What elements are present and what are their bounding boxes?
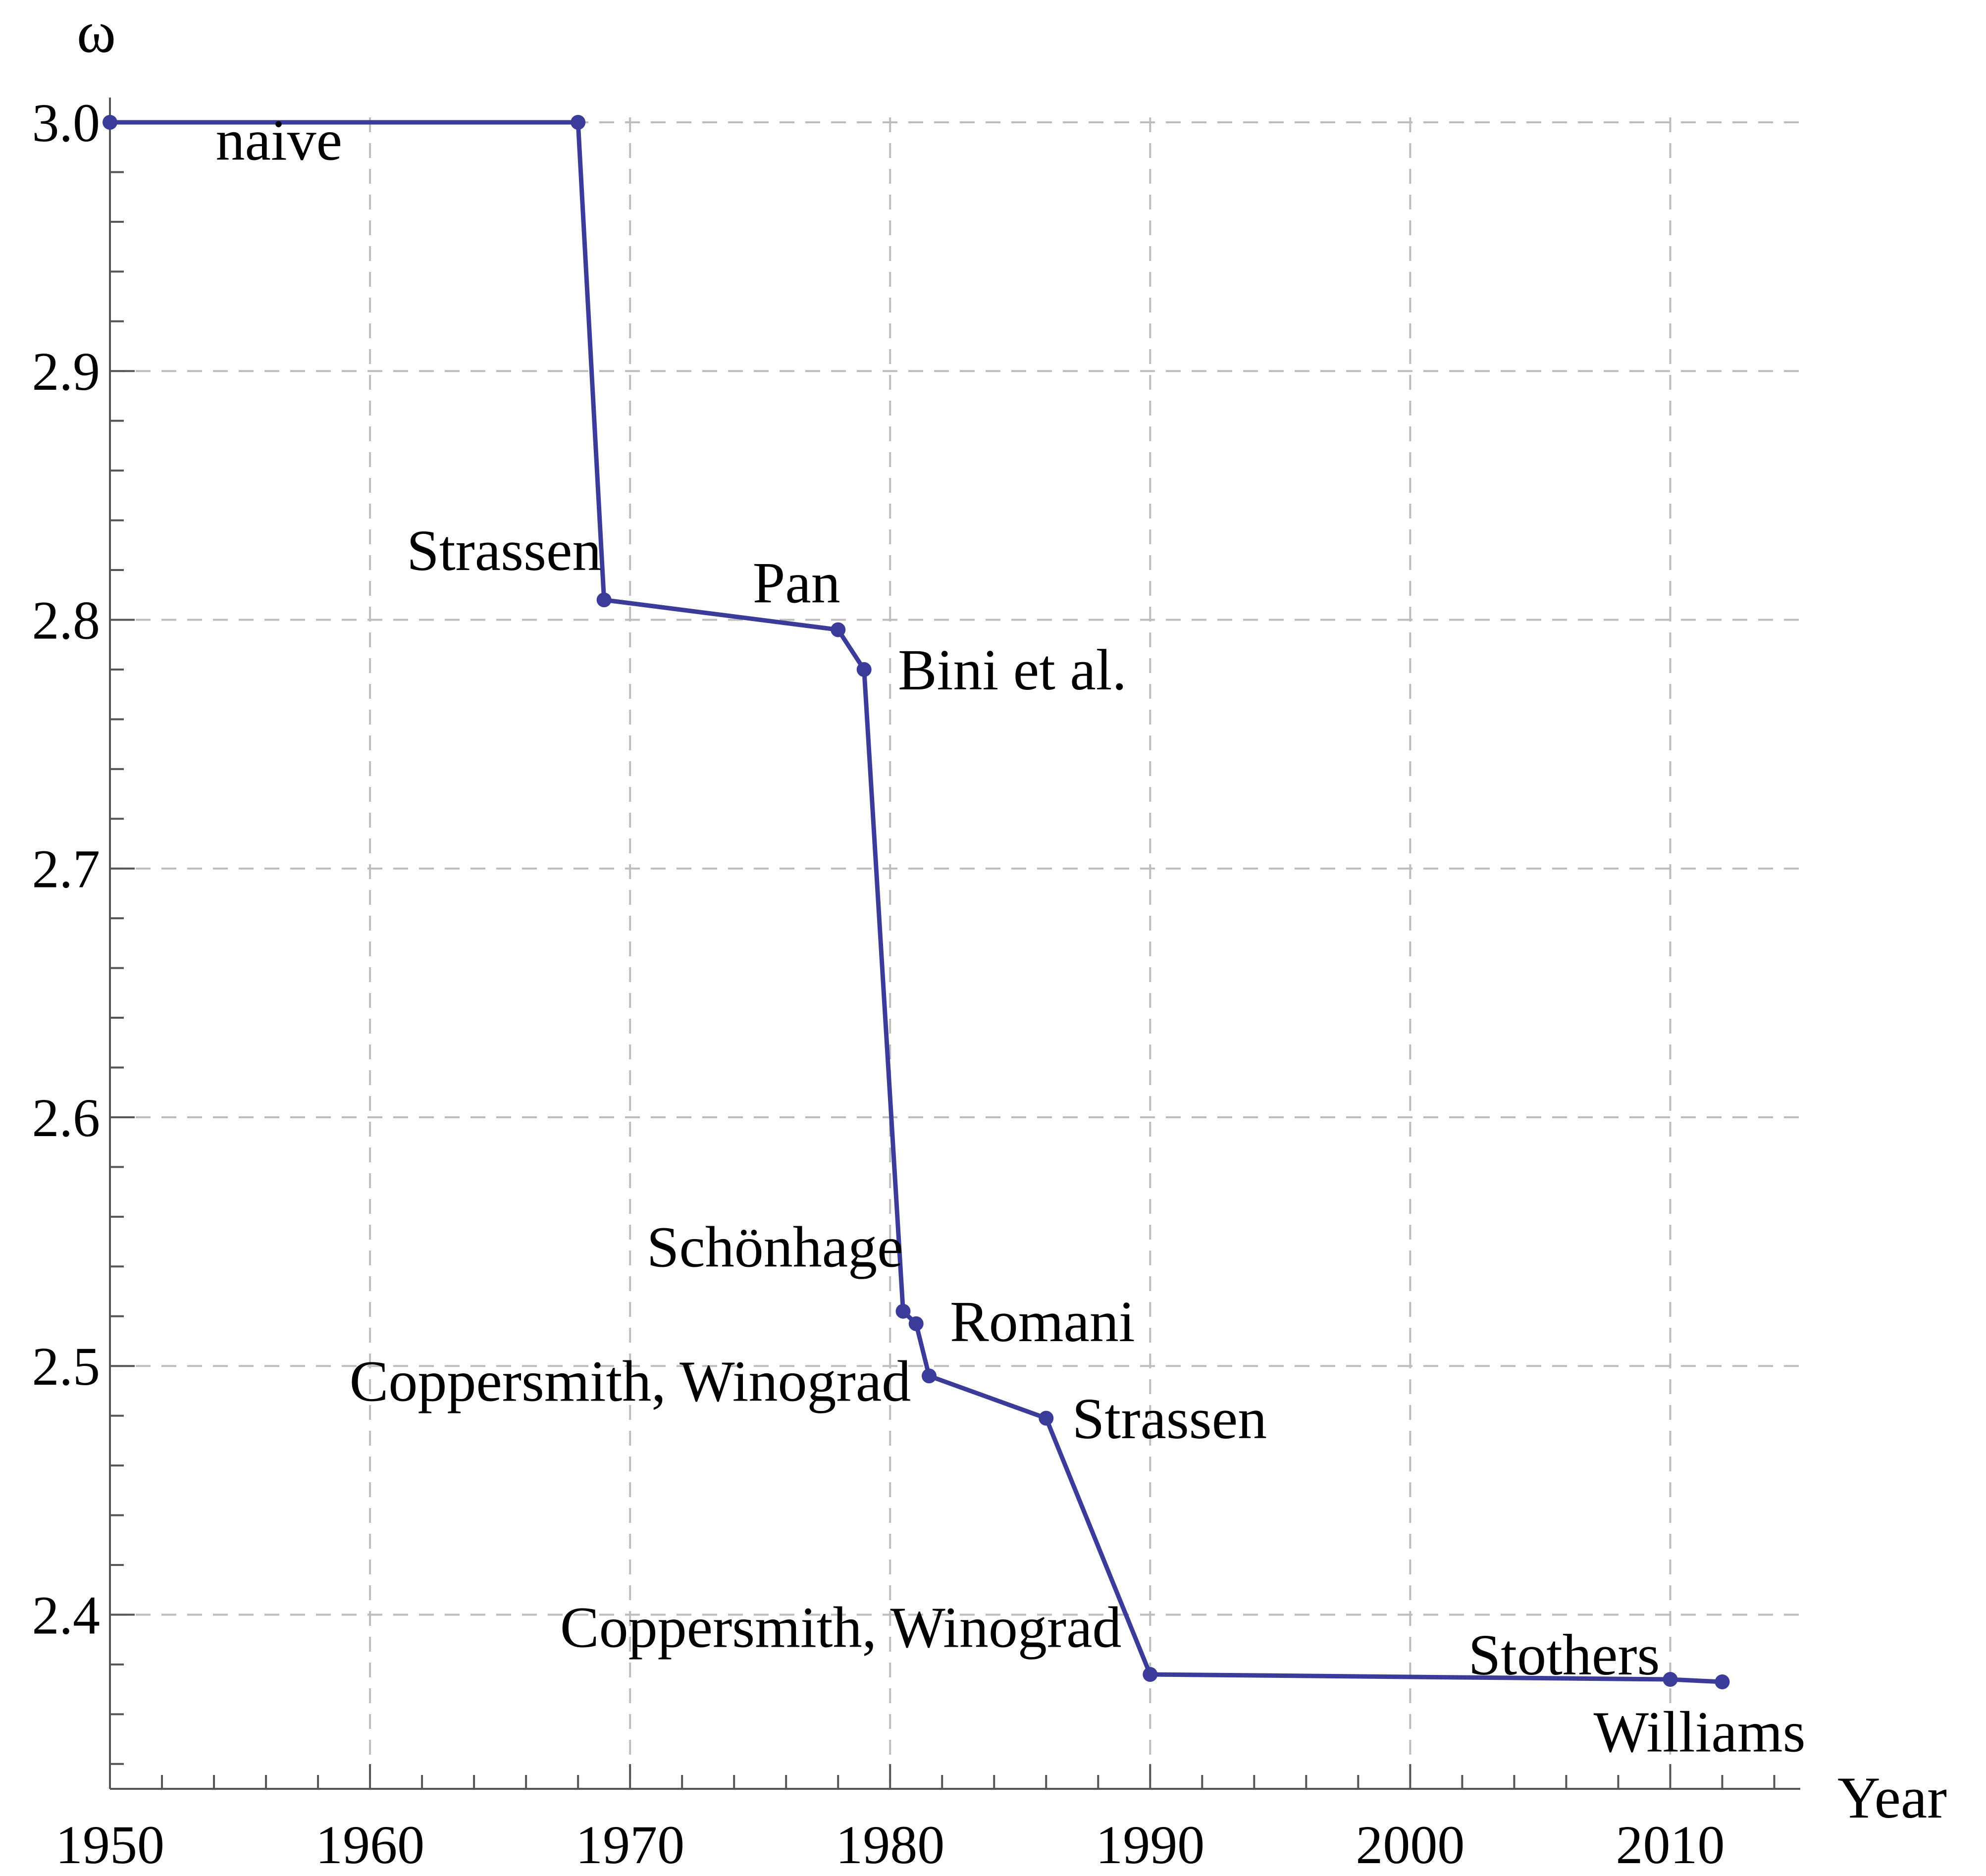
annotation-label: Strassen (407, 518, 601, 583)
data-point (103, 115, 117, 130)
data-point (895, 1303, 911, 1319)
data-point (1143, 1667, 1158, 1682)
x-tick-label: 1960 (315, 1815, 424, 1875)
annotations: naive Strassen Pan Bini et al. Schönhage Roma… (216, 107, 1806, 1764)
y-tick-label: 2.5 (32, 1336, 101, 1397)
series-polyline (110, 120, 1723, 1684)
y-tick-label: 2.7 (32, 839, 101, 899)
data-point (1715, 1674, 1730, 1690)
annotation-label: Pan (753, 550, 840, 615)
y-tick-label: 3.0 (32, 93, 101, 153)
data-point (596, 592, 612, 608)
grid-lines (110, 117, 1800, 1789)
y-axis-title: ω (77, 0, 116, 65)
x-tick-label: 1980 (836, 1815, 944, 1875)
annotation-label: Coppersmith, Winograd (560, 1595, 1122, 1660)
annotation-label: Bini et al. (898, 637, 1127, 702)
x-tick-label: 1970 (575, 1815, 684, 1875)
data-point (571, 115, 586, 130)
x-axis-title: Year (1837, 1765, 1947, 1830)
annotation-label: Stothers (1468, 1622, 1660, 1687)
y-tick-label: 2.6 (32, 1088, 101, 1148)
annotation-label: Coppersmith, Winograd (350, 1349, 911, 1414)
data-point (908, 1316, 924, 1331)
x-tick-label: 2000 (1356, 1815, 1464, 1875)
y-tick-label: 2.4 (32, 1585, 101, 1645)
series-line (103, 115, 1730, 1690)
data-point (921, 1368, 937, 1384)
annotation-label: Schönhage (647, 1214, 903, 1279)
annotation-label: naive (216, 107, 343, 172)
x-tick-label: 1950 (55, 1815, 164, 1875)
annotation-label: Romani (950, 1289, 1135, 1354)
data-point (1039, 1410, 1054, 1426)
y-tick-label: 2.9 (32, 341, 101, 402)
data-point (856, 662, 872, 677)
data-point (1663, 1672, 1678, 1687)
axes: 1950 1960 1970 1980 1990 2000 2010 2.4 2.5 2.6 2.7… (32, 93, 1800, 1875)
x-tick-label: 2010 (1616, 1815, 1725, 1875)
y-tick-label: 2.8 (32, 590, 101, 650)
annotation-label: Williams (1594, 1700, 1806, 1765)
x-tick-label: 1990 (1096, 1815, 1204, 1875)
annotation-label: Strassen (1072, 1386, 1267, 1451)
data-point (831, 622, 846, 637)
